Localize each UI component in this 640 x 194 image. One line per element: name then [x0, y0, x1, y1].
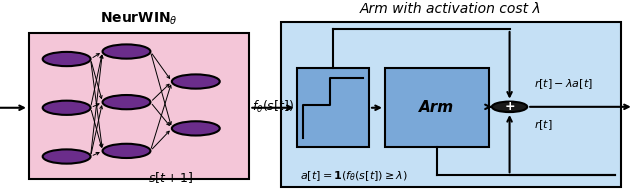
Circle shape [43, 101, 91, 115]
FancyBboxPatch shape [385, 68, 489, 147]
Text: NeurWIN$_{\theta}$: NeurWIN$_{\theta}$ [100, 11, 178, 27]
Text: $a[t] = \mathbf{1}(f_{\theta}(s[t]) \geq \lambda)$: $a[t] = \mathbf{1}(f_{\theta}(s[t]) \geq… [300, 169, 408, 183]
FancyBboxPatch shape [29, 33, 250, 179]
Text: $f_{\theta}(s[t])$: $f_{\theta}(s[t])$ [252, 99, 294, 115]
FancyBboxPatch shape [281, 22, 621, 186]
Circle shape [102, 144, 150, 158]
Circle shape [102, 95, 150, 109]
Text: +: + [504, 100, 515, 113]
Circle shape [172, 121, 220, 136]
FancyBboxPatch shape [296, 68, 369, 147]
Text: Arm: Arm [419, 100, 454, 115]
Circle shape [492, 102, 527, 112]
Text: $r[t] - \lambda a[t]$: $r[t] - \lambda a[t]$ [534, 77, 593, 91]
Text: $r[t]$: $r[t]$ [534, 119, 552, 133]
Circle shape [172, 74, 220, 89]
Text: $s[t+1]$: $s[t+1]$ [148, 170, 193, 185]
Circle shape [43, 149, 91, 164]
Circle shape [102, 44, 150, 59]
Circle shape [43, 52, 91, 66]
Text: Arm with activation cost λ: Arm with activation cost λ [360, 2, 542, 16]
